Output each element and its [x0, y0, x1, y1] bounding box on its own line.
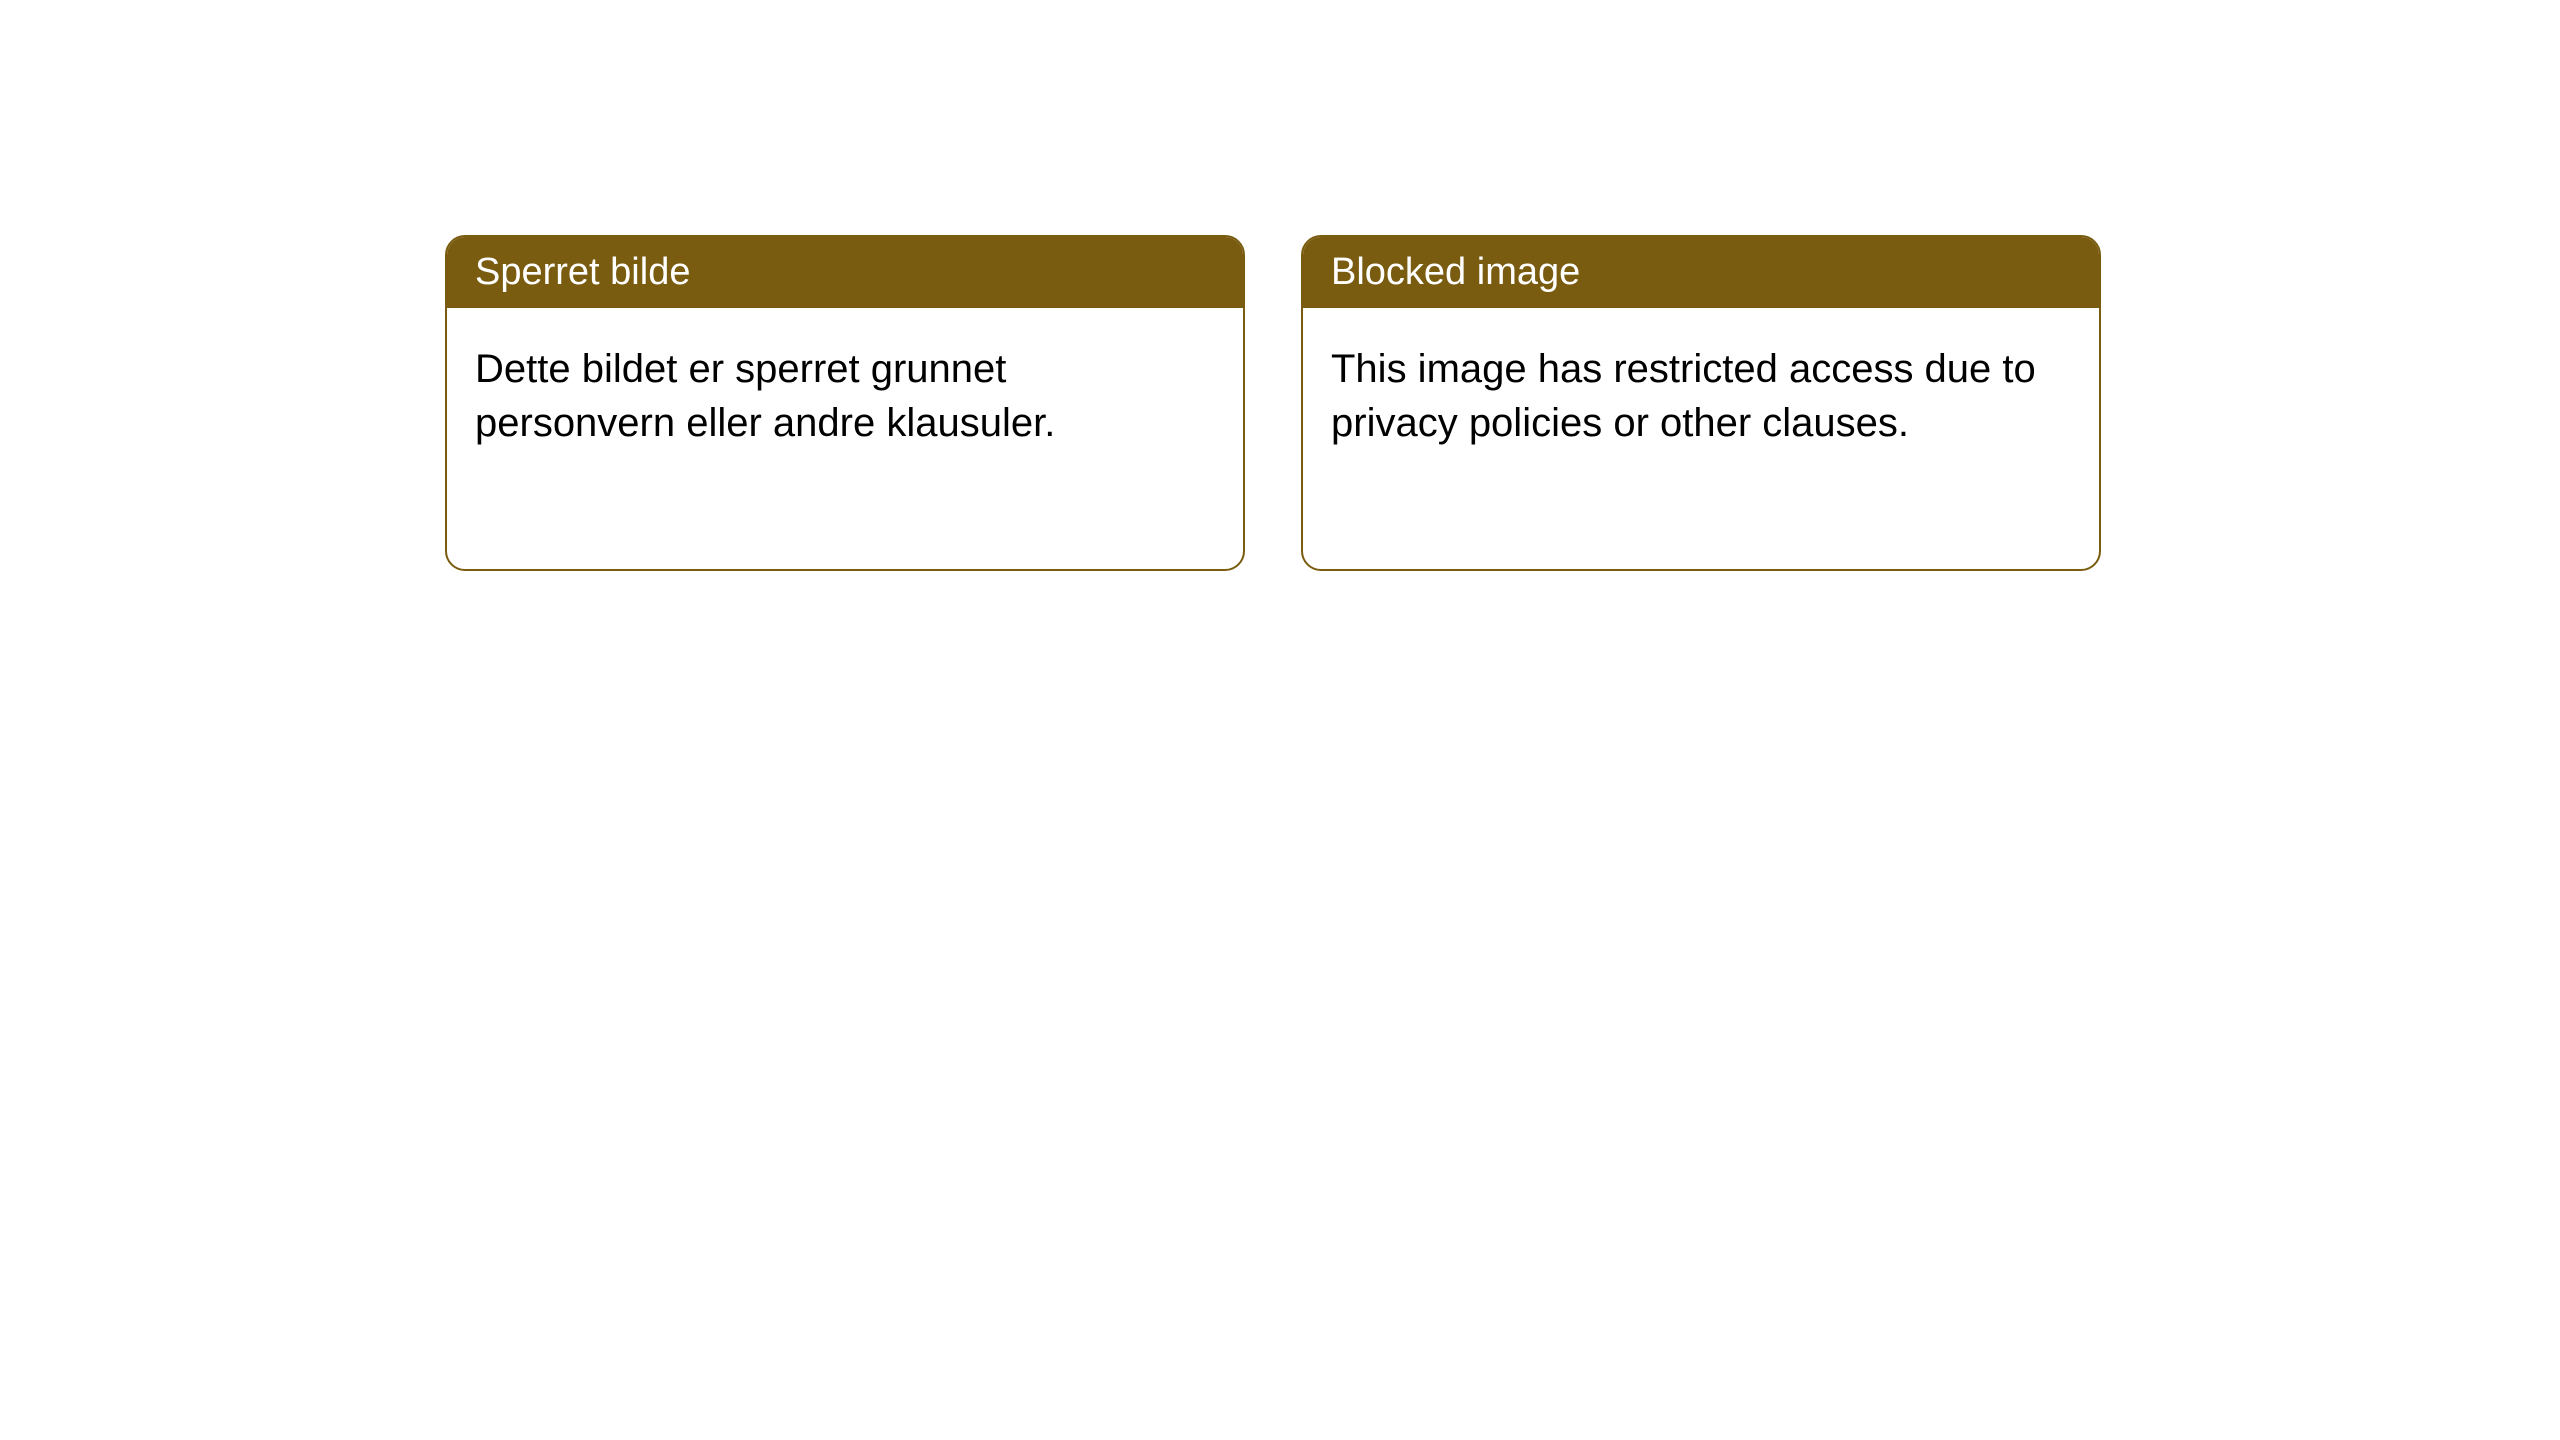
card-body: This image has restricted access due to … [1303, 308, 2099, 484]
card-title: Sperret bilde [475, 251, 690, 293]
card-header: Sperret bilde [447, 237, 1243, 308]
card-message: This image has restricted access due to … [1331, 347, 2036, 445]
notice-card-norwegian: Sperret bilde Dette bildet er sperret gr… [445, 235, 1245, 571]
card-message: Dette bildet er sperret grunnet personve… [475, 347, 1055, 445]
notice-card-english: Blocked image This image has restricted … [1301, 235, 2101, 571]
card-title: Blocked image [1331, 251, 1580, 293]
notice-cards-container: Sperret bilde Dette bildet er sperret gr… [445, 235, 2101, 571]
card-body: Dette bildet er sperret grunnet personve… [447, 308, 1243, 484]
card-header: Blocked image [1303, 237, 2099, 308]
